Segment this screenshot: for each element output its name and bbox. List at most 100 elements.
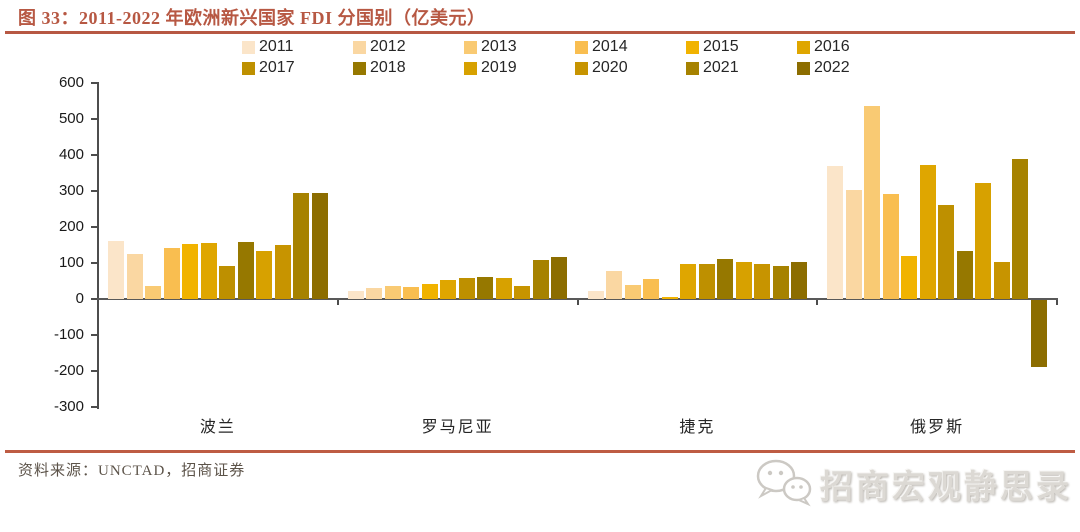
legend-swatch [464,40,477,54]
bar-2019-罗马尼亚 [495,278,512,299]
bar-2013-波兰 [145,286,162,299]
legend-label: 2015 [703,38,739,55]
chart-legend: 2011 2012 2013 2014 2015 2016 2017 2018 2019 2020… [242,37,908,78]
y-axis-tick [91,370,98,372]
bar-2015-波兰 [182,243,199,299]
legend-label: 2012 [370,38,406,55]
y-axis-tick [91,406,98,408]
legend-item-2015: 2015 [686,37,797,57]
footer-rule [5,450,1075,453]
legend-swatch [242,40,255,54]
y-axis-tick [91,226,98,228]
bar-2017-罗马尼亚 [458,278,475,299]
bar-2019-波兰 [256,250,273,299]
legend-item-2016: 2016 [797,37,908,57]
legend-swatch [575,40,588,54]
y-axis-line [97,82,99,409]
bar-2019-捷克 [735,261,752,299]
bar-2022-捷克 [791,262,808,299]
y-axis-label: -200 [53,362,84,379]
watermark-text: 招商宏观静思录 [820,466,1072,506]
bar-2014-俄罗斯 [882,193,899,299]
y-axis-label: 200 [58,218,84,235]
legend-swatch [464,61,477,75]
bar-2020-波兰 [274,244,291,299]
legend-label: 2020 [592,59,628,76]
legend-label: 2011 [259,38,294,55]
y-axis-label: 400 [58,146,84,163]
bar-2012-罗马尼亚 [366,288,383,299]
bar-2016-俄罗斯 [919,164,936,299]
x-axis-line [97,298,1058,300]
bar-2022-波兰 [311,193,328,299]
x-axis-tick [816,300,819,305]
bar-2021-捷克 [772,265,789,299]
y-axis-tick [91,154,98,156]
x-axis-tick [336,300,339,305]
legend-label: 2013 [481,38,517,55]
x-axis-label-3: 捷克 [679,419,716,436]
y-axis-label: -300 [53,398,84,415]
legend-item-2020: 2020 [575,58,686,78]
plot-area [98,83,1057,407]
y-axis-tick [91,190,98,192]
y-axis-tick [91,118,98,120]
x-axis-tick [576,300,579,305]
bar-2015-俄罗斯 [901,256,918,299]
bar-2011-捷克 [587,290,604,299]
legend-item-2017: 2017 [242,58,353,78]
y-axis-label: 600 [58,74,84,91]
bar-2012-俄罗斯 [845,189,862,299]
bar-2020-捷克 [754,264,771,299]
bar-2021-俄罗斯 [1012,159,1029,299]
bar-2015-罗马尼亚 [421,283,438,299]
legend-item-2013: 2013 [464,37,575,57]
x-axis-label-1: 波兰 [199,419,236,436]
y-axis-label: 500 [58,110,84,127]
x-axis-label-4: 俄罗斯 [910,419,965,436]
y-axis-label: 0 [75,290,84,307]
legend-swatch [575,61,588,75]
y-axis-label: -100 [53,326,84,343]
bar-2011-罗马尼亚 [347,291,364,299]
bar-2018-捷克 [717,259,734,299]
bar-2018-波兰 [237,242,254,299]
bar-2013-俄罗斯 [864,106,881,299]
bar-2018-俄罗斯 [956,251,973,299]
bar-2014-波兰 [163,248,180,299]
y-axis-label: 300 [58,182,84,199]
bar-2012-捷克 [606,270,623,299]
bar-2017-波兰 [219,265,236,299]
figure-title: 图 33：2011-2022 年欧洲新兴国家 FDI 分国别（亿美元） [18,8,486,28]
legend-label: 2017 [259,59,295,76]
legend-item-2018: 2018 [353,58,464,78]
legend-swatch [686,40,699,54]
x-axis-tick [1056,300,1058,305]
legend-item-2019: 2019 [464,58,575,78]
bar-2017-俄罗斯 [938,205,955,299]
bar-2013-罗马尼亚 [384,285,401,299]
bar-2020-罗马尼亚 [514,286,531,299]
legend-item-2014: 2014 [575,37,686,57]
bar-2016-罗马尼亚 [440,280,457,299]
legend-swatch [686,61,699,75]
y-axis-tick [91,334,98,336]
legend-swatch [797,40,810,54]
bar-2014-罗马尼亚 [403,287,420,299]
wechat-icon [752,455,814,512]
legend-item-2021: 2021 [686,58,797,78]
bar-2019-俄罗斯 [975,183,992,299]
legend-swatch [797,61,810,75]
legend-item-2011: 2011 [242,37,353,57]
bar-2015-捷克 [661,297,678,299]
bar-2021-波兰 [293,192,310,299]
bar-2011-波兰 [108,241,125,299]
legend-swatch [242,61,255,75]
bar-2014-捷克 [643,279,660,299]
bar-2021-罗马尼亚 [532,260,549,299]
y-axis-label: 100 [58,254,84,271]
legend-item-2022: 2022 [797,58,908,78]
title-underline [5,31,1075,34]
legend-label: 2021 [703,59,739,76]
